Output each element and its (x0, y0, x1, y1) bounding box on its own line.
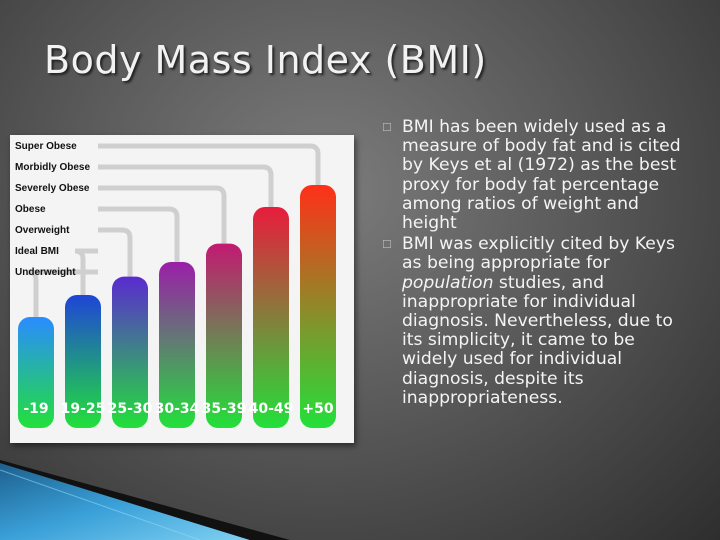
bmi-class-label: Super Obese (15, 141, 77, 152)
bullet-text: BMI has been widely used as a measure of… (402, 117, 681, 234)
bmi-class-label: Obese (15, 204, 46, 215)
bmi-class-label: Underweight (15, 267, 76, 278)
label-connector (98, 206, 180, 268)
bullet-text-emphasis: population (402, 272, 494, 293)
bar-category-label: 19-25 (61, 401, 106, 417)
slide-title: Body Mass Index (BMI) (44, 38, 487, 82)
chart-bar (159, 262, 195, 428)
label-connector (98, 143, 321, 191)
corner-decoration (0, 460, 290, 540)
bullet-item: ☐ BMI was explicitly cited by Keys as be… (382, 235, 687, 408)
bullet-text-start: BMI was explicitly cited by Keys as bein… (402, 234, 676, 274)
label-connector (98, 185, 227, 250)
bar-category-label: -19 (23, 401, 48, 417)
bullet-text: BMI was explicitly cited by Keys as bein… (402, 235, 687, 408)
bar-category-label: 30-34 (155, 401, 200, 417)
bmi-class-label: Severely Obese (15, 183, 90, 194)
chart-bar (18, 317, 54, 428)
label-connector (27, 269, 98, 323)
chart-bar (112, 276, 148, 428)
bmi-chart: Super Obese Morbidly Obese Severely Obese O… (10, 135, 354, 443)
checkbox-icon: ☐ (382, 121, 392, 134)
bar-category-label: 35-39 (202, 401, 247, 417)
checkbox-icon: ☐ (382, 238, 392, 252)
chart-bar (65, 295, 101, 428)
chart-bar (253, 207, 289, 428)
label-connector (74, 248, 98, 301)
label-connector (98, 164, 274, 213)
bmi-chart-svg: Super Obese Morbidly Obese Severely Obese O… (15, 141, 336, 428)
bullet-text-end: studies, and inappropriate for individua… (402, 272, 673, 408)
bullet-item: ☐ BMI has been widely used as a measure … (382, 117, 687, 234)
chart-bar (300, 185, 336, 428)
bar-category-label: 40-49 (249, 401, 294, 417)
bar-category-label: +50 (302, 401, 333, 417)
chart-bar (206, 243, 242, 428)
bmi-class-label: Overweight (15, 225, 70, 236)
bullet-list: ☐ BMI has been widely used as a measure … (382, 117, 687, 410)
bar-category-label: 25-30 (108, 401, 153, 417)
bmi-class-label: Ideal BMI (15, 246, 59, 257)
bmi-class-label: Morbidly Obese (15, 162, 90, 173)
label-connector (98, 227, 133, 283)
